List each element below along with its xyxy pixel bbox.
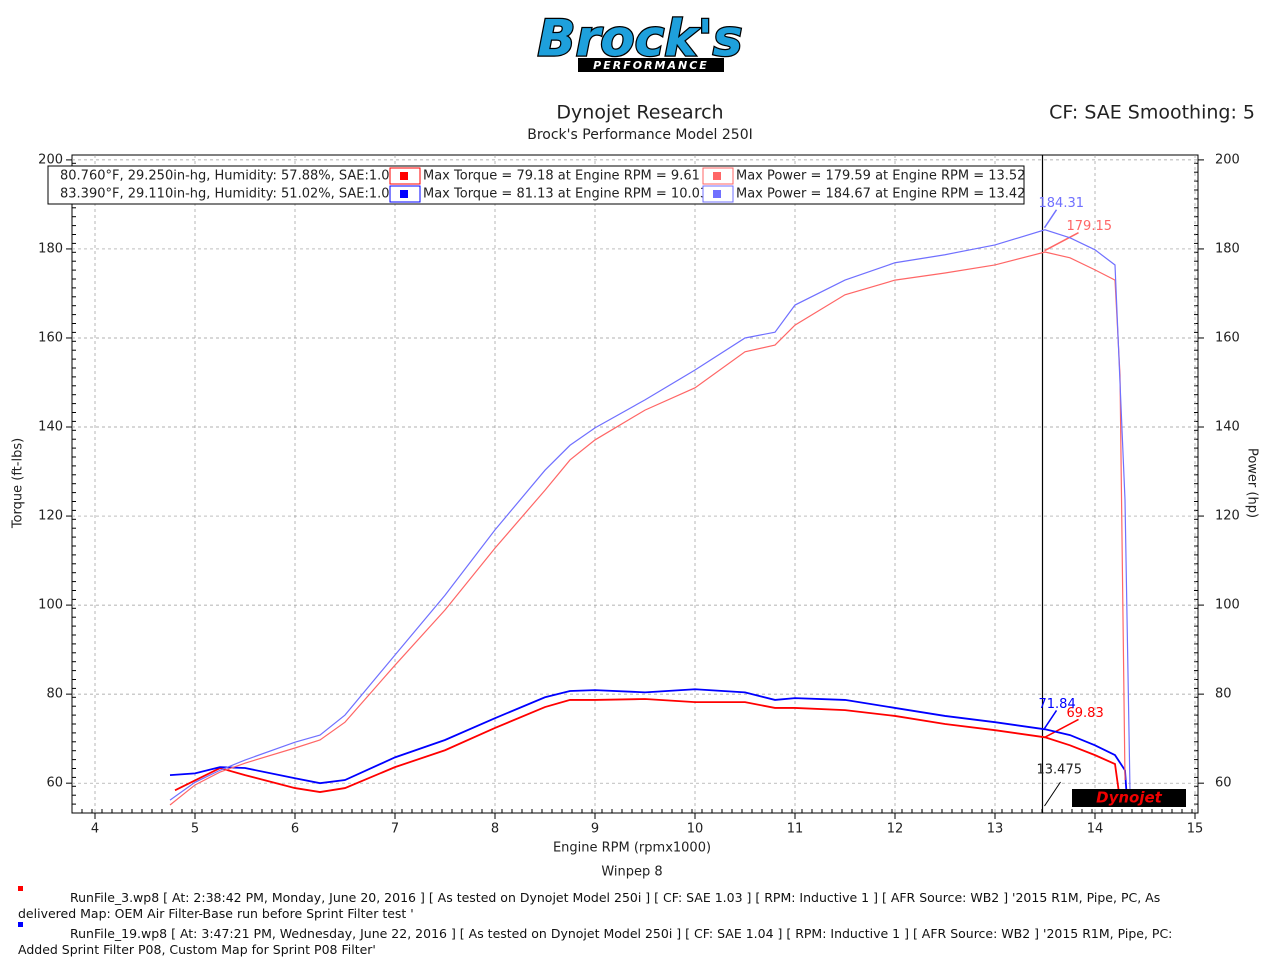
legend-text: Max Torque = 79.18 at Engine RPM = 9.61 [423, 169, 700, 184]
y2-tick-label: 100 [1215, 598, 1240, 613]
y2-tick-label: 200 [1215, 152, 1240, 167]
legend-text: 83.390°F, 29.110in-hg, Humidity: 51.02%,… [60, 187, 398, 202]
y2-tick-label: 180 [1215, 241, 1240, 256]
footer-run-1: RunFile_3.wp8 [ At: 2:38:42 PM, Monday, … [18, 884, 1208, 922]
footer-text: RunFile_19.wp8 [ At: 3:47:21 PM, Wednesd… [18, 926, 1173, 957]
series-line [169, 688, 1128, 801]
cursor-arrow [1044, 232, 1079, 252]
series-line [169, 251, 1126, 806]
y2-tick-label: 80 [1215, 687, 1232, 702]
cursor-value: 179.15 [1067, 219, 1113, 234]
x-tick-label: 15 [1187, 822, 1204, 837]
logo-sub: PERFORMANCE [593, 59, 709, 72]
x-tick-label: 5 [191, 822, 199, 837]
x-tick-label: 7 [391, 822, 399, 837]
y-tick-label: 200 [38, 152, 63, 167]
chart: Brock's PERFORMANCE Dynojet Research Bro… [11, 8, 1260, 880]
plot-frame [71, 154, 1199, 814]
y2-tick-label: 140 [1215, 420, 1240, 435]
cursor-value: 71.84 [1039, 697, 1076, 712]
x-tick-label: 6 [291, 822, 299, 837]
legend-swatch [400, 172, 408, 180]
cursor-value: 69.83 [1067, 706, 1104, 721]
series-line [169, 229, 1131, 801]
footer-swatch [18, 922, 23, 927]
x-tick-label: 9 [591, 822, 599, 837]
legend-text: 80.760°F, 29.250in-hg, Humidity: 57.88%,… [60, 169, 398, 184]
logo: Brock's [537, 10, 742, 68]
x-tick-label: 10 [687, 822, 704, 837]
y-tick-label: 180 [38, 241, 63, 256]
x-axis-label: Engine RPM (rpmx1000) [553, 841, 711, 856]
legend-swatch [713, 190, 721, 198]
footer-run-2: RunFile_19.wp8 [ At: 3:47:21 PM, Wednesd… [18, 920, 1208, 958]
x-tick-label: 12 [887, 822, 904, 837]
logo-bar [578, 58, 724, 72]
y-tick-label: 160 [38, 330, 63, 345]
y2-tick-label: 120 [1215, 509, 1240, 524]
y-tick-label: 60 [46, 776, 63, 791]
software: Winpep 8 [601, 865, 662, 880]
chart-subtitle: Brock's Performance Model 250I [527, 127, 753, 143]
x-tick-label: 13 [987, 822, 1004, 837]
cursor-arrow [1043, 710, 1058, 729]
legend-text: Max Power = 179.59 at Engine RPM = 13.52 [736, 169, 1025, 184]
legend-text: Max Power = 184.67 at Engine RPM = 13.42 [736, 187, 1025, 202]
x-tick-label: 14 [1087, 822, 1104, 837]
footer-text: RunFile_3.wp8 [ At: 2:38:42 PM, Monday, … [18, 890, 1161, 921]
corner-note: CF: SAE Smoothing: 5 [1049, 102, 1255, 124]
legend-swatch [400, 190, 408, 198]
legend-box [47, 165, 1025, 205]
cursor-arrow [1043, 209, 1058, 229]
brand-box [1072, 789, 1186, 807]
x-tick-label: 4 [91, 822, 99, 837]
y-tick-label: 140 [38, 420, 63, 435]
y2-tick-label: 60 [1215, 776, 1232, 791]
legend-text: Max Torque = 81.13 at Engine RPM = 10.03 [423, 187, 708, 202]
brand: Dynojet [1096, 789, 1163, 807]
y-tick-label: 100 [38, 598, 63, 613]
series-line [174, 698, 1121, 801]
legend-swatch [713, 172, 721, 180]
y2-tick-label: 160 [1215, 330, 1240, 345]
cursor-value: 184.31 [1039, 196, 1085, 211]
x-tick-label: 11 [787, 822, 804, 837]
y2-axis-label: Power (hp) [1245, 448, 1260, 518]
cursor-arrow [1044, 718, 1079, 739]
y-tick-label: 80 [46, 687, 63, 702]
cursor-label: 13.475 [1037, 763, 1083, 778]
x-tick-label: 8 [491, 822, 499, 837]
footer-swatch [18, 886, 23, 891]
cursor-arrow [1044, 781, 1061, 807]
y-axis-label: Torque (ft-lbs) [11, 438, 26, 529]
chart-title: Dynojet Research [556, 102, 723, 124]
y-tick-label: 120 [38, 509, 63, 524]
